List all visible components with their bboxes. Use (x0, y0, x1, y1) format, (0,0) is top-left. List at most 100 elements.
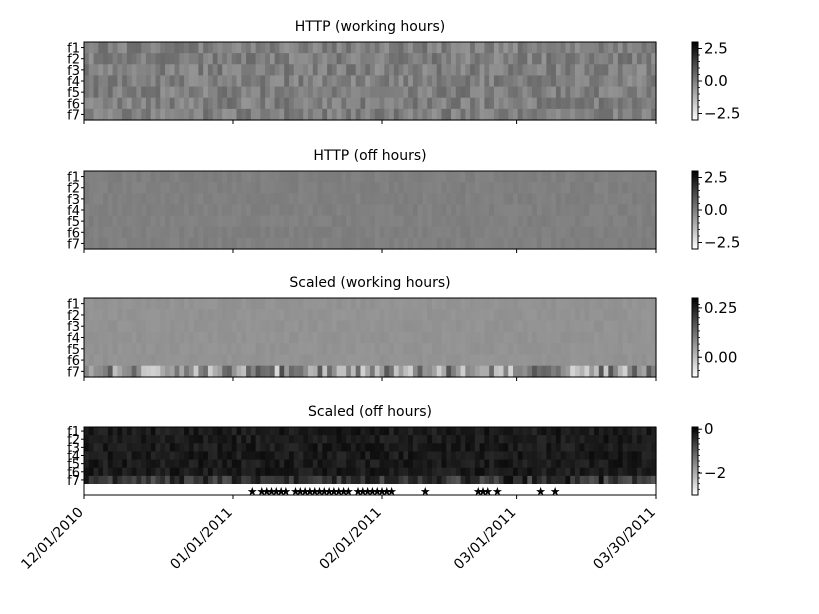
heatmap-cell (546, 475, 552, 485)
heatmap-cell (393, 298, 400, 310)
colorbar-segment (692, 81, 698, 84)
heatmap-cell (431, 467, 438, 477)
heatmap-cell (188, 331, 195, 344)
event-star-marker: ★ (362, 485, 373, 499)
colorbar-segment (692, 432, 698, 435)
heatmap-cell (608, 75, 614, 88)
heatmap-cell (460, 237, 466, 250)
heatmap-cell (398, 193, 404, 206)
heatmap-cell (398, 365, 404, 378)
heatmap-cell (651, 86, 657, 99)
heatmap-cell (217, 226, 223, 239)
heatmap-cell (298, 204, 304, 217)
heatmap-cell (574, 331, 581, 344)
y-tick-label: f3 (67, 320, 80, 335)
colorbar-segment (692, 219, 698, 223)
colorbar-segment (692, 88, 698, 92)
heatmap-cell (479, 467, 485, 477)
heatmap-cell (93, 365, 99, 378)
heatmap-cell (489, 343, 495, 356)
heatmap-cell (222, 108, 228, 121)
heatmap-cell (460, 171, 466, 183)
heatmap-cell (422, 427, 428, 436)
heatmap-cell (193, 475, 199, 485)
heatmap-cell (279, 459, 285, 469)
heatmap-cell (174, 343, 180, 356)
heatmap-cell (322, 427, 328, 436)
heatmap-cell (179, 365, 185, 378)
heatmap-cell (227, 320, 233, 333)
heatmap-cell (451, 309, 457, 322)
heatmap-cell (198, 443, 204, 453)
heatmap-cell (431, 182, 438, 194)
heatmap-cell (231, 42, 238, 54)
heatmap-cell (103, 467, 109, 477)
heatmap-cell (188, 320, 195, 333)
heatmap-cell (613, 459, 619, 469)
heatmap-cell (84, 459, 90, 469)
heatmap-cell (636, 215, 643, 228)
heatmap-cell (603, 215, 609, 228)
heatmap-cell (574, 42, 581, 54)
heatmap-cell (331, 451, 338, 461)
heatmap-cell (355, 171, 362, 183)
heatmap-cell (632, 226, 638, 239)
heatmap-cell (246, 451, 252, 461)
heatmap-cell (341, 298, 347, 310)
heatmap-cell (589, 42, 595, 54)
heatmap-cell (227, 427, 233, 436)
heatmap-cell (517, 64, 524, 77)
heatmap-cell (627, 475, 633, 485)
heatmap-cell (613, 53, 619, 65)
heatmap-cell (579, 204, 586, 217)
heatmap-cell (274, 108, 281, 121)
heatmap-cell (165, 435, 171, 444)
heatmap-cell (441, 182, 447, 194)
heatmap-cell (269, 320, 276, 333)
heatmap-cell (627, 451, 633, 461)
heatmap-cell (274, 75, 281, 88)
heatmap-cell (594, 75, 600, 88)
heatmap-cell (527, 204, 533, 217)
heatmap-cell (103, 354, 109, 367)
heatmap-cell (317, 215, 323, 228)
heatmap-cell (193, 237, 199, 250)
heatmap-cell (589, 97, 595, 110)
heatmap-cell (417, 331, 424, 344)
heatmap-cell (288, 226, 295, 239)
heatmap-cell (331, 226, 338, 239)
heatmap-cell (293, 75, 300, 88)
heatmap-cell (451, 204, 457, 217)
heatmap-cell (284, 97, 290, 110)
heatmap-cell (579, 435, 586, 444)
colorbar-segment (692, 223, 698, 227)
heatmap-cell (303, 193, 309, 206)
heatmap-cell (136, 42, 142, 54)
heatmap-cell (165, 97, 171, 110)
heatmap-cell (88, 42, 95, 54)
heatmap-cell (145, 75, 152, 88)
heatmap-cell (427, 427, 433, 436)
heatmap-cell (441, 193, 447, 206)
heatmap-cell (627, 171, 633, 183)
heatmap-cell (379, 226, 385, 239)
heatmap-cell (532, 320, 538, 333)
heatmap-cell (446, 309, 452, 322)
heatmap-cell (546, 171, 552, 183)
heatmap-cell (98, 320, 104, 333)
heatmap-cell (88, 309, 95, 322)
heatmap-cell (265, 309, 271, 322)
heatmap-cell (546, 97, 552, 110)
heatmap-cell (412, 343, 419, 356)
heatmap-cell (417, 75, 424, 88)
heatmap-cell (117, 193, 123, 206)
heatmap-cell (212, 171, 219, 183)
colorbar-segment (692, 100, 698, 103)
heatmap-cell (560, 75, 567, 88)
heatmap-cell (136, 435, 142, 444)
colorbar-segment (692, 313, 698, 317)
heatmap-cell (641, 451, 648, 461)
heatmap-cell (479, 451, 485, 461)
heatmap-cell (641, 331, 648, 344)
heatmap-cell (298, 97, 304, 110)
